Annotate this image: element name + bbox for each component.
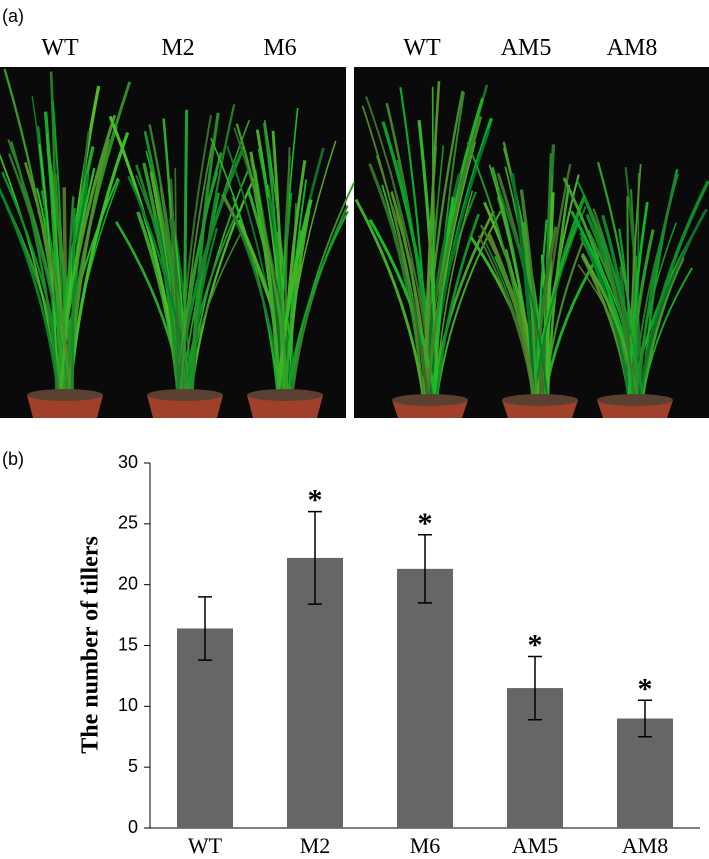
significance: * [528, 628, 543, 661]
leaf [170, 178, 180, 396]
x-tick-label: AM5 [512, 833, 558, 858]
leaf [428, 128, 491, 401]
y-tick-label: 25 [118, 513, 138, 533]
pot [27, 395, 103, 418]
soil [247, 389, 323, 401]
leaf [634, 222, 677, 401]
leaf [510, 173, 536, 401]
photo-label: WT [41, 35, 79, 61]
panel-label: (b) [2, 449, 24, 469]
leaf [426, 116, 483, 401]
leaf [636, 173, 679, 401]
error-bar [418, 534, 432, 604]
error-bar [308, 510, 322, 605]
x-tick-label: M2 [300, 833, 331, 858]
leaf [162, 225, 190, 396]
error-bar [198, 596, 212, 661]
leaf [0, 187, 60, 396]
photo-label: AM8 [607, 35, 658, 61]
leaf [581, 253, 639, 401]
leaf [286, 210, 349, 396]
leaf [189, 112, 220, 396]
soil [147, 389, 223, 401]
significance: * [418, 507, 433, 540]
leaf [533, 206, 587, 401]
leaf [545, 192, 555, 401]
x-tick-label: M6 [410, 833, 441, 858]
leaf [179, 144, 213, 396]
chart: 0 5 10 15 20 25 30 WT M2 * M6 * AM5 * AM8 * [118, 452, 700, 858]
leaf [579, 231, 632, 401]
soil [27, 389, 103, 401]
leaf [487, 233, 537, 401]
photo-label: AM5 [501, 35, 552, 61]
plants [0, 68, 709, 418]
leaf [435, 210, 502, 401]
bar [397, 568, 453, 828]
leaf [249, 151, 281, 396]
error-bar [528, 655, 542, 721]
photo-label: M6 [263, 35, 296, 61]
leaf [637, 208, 708, 401]
leaf [498, 190, 549, 401]
leaf [9, 141, 60, 396]
leaf [233, 127, 294, 396]
y-tick-label: 5 [128, 756, 138, 776]
leaf [70, 208, 76, 396]
leaf [627, 201, 649, 401]
leaf [23, 161, 72, 396]
soil [392, 394, 468, 406]
x-tick-label: WT [188, 833, 223, 858]
leaf [354, 198, 426, 401]
photo-label: WT [403, 35, 441, 61]
panel-label: (a) [2, 6, 24, 26]
y-tick-label: 30 [118, 452, 138, 472]
y-axis-title: The number of tillers [78, 536, 104, 754]
photo-label: M2 [161, 35, 194, 61]
pot [247, 395, 323, 418]
leaf [235, 123, 290, 396]
leaf [523, 222, 538, 401]
significance: * [638, 672, 653, 705]
error-bar [638, 699, 652, 738]
y-tick-label: 0 [128, 817, 138, 837]
leaf [282, 140, 337, 396]
leaf [59, 167, 96, 396]
leaf [175, 145, 246, 396]
y-tick-label: 10 [118, 695, 138, 715]
leaf [361, 105, 425, 401]
y-tick-label: 15 [118, 634, 138, 654]
x-tick-label: AM8 [622, 833, 668, 858]
significance: * [308, 484, 323, 517]
soil [502, 394, 578, 406]
leaf [276, 199, 313, 396]
pot [147, 395, 223, 418]
leaf [435, 213, 480, 401]
y-tick-label: 20 [118, 573, 138, 593]
soil [597, 394, 673, 406]
bar [177, 628, 233, 828]
leaf [291, 205, 349, 396]
leaf [583, 198, 637, 401]
